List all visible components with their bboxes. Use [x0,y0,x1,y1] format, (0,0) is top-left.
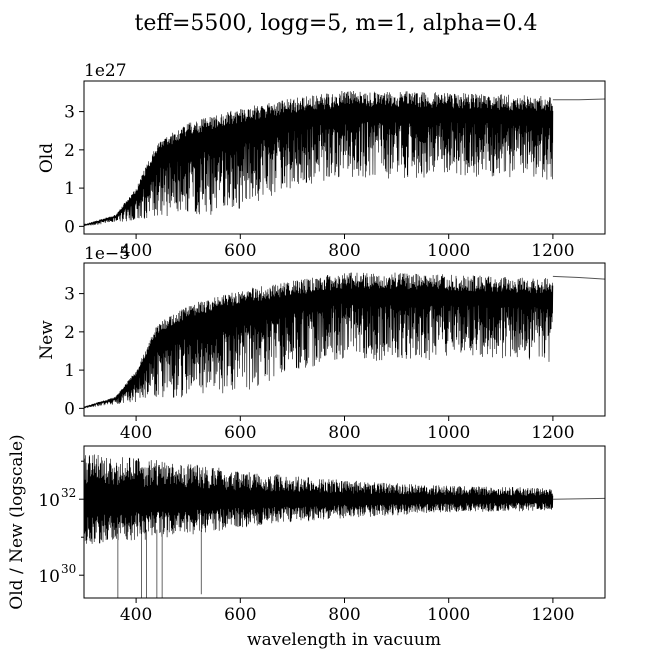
continuum-tail-line [552,98,605,101]
new-x-ticks: 400 600 800 1000 1200 [120,416,575,443]
x-tick-label: 1000 [427,423,470,443]
old-x-ticks: 400 600 800 1000 1200 [120,234,575,261]
y-tick-label: 10 [38,491,60,511]
old-y-label: Old [37,143,57,173]
x-tick-label: 600 [224,423,256,443]
new-offset-text: 1e−5 [84,244,130,264]
x-tick-label: 400 [120,605,152,625]
old-offset-text: 1e27 [84,61,127,81]
y-tick-exponent: 32 [61,486,76,500]
new-y-ticks: 0 1 2 3 [64,285,84,419]
y-tick-label: 1 [64,179,75,199]
y-tick-label: 0 [64,217,75,237]
x-tick-label: 1200 [531,605,574,625]
figure-title: teff=5500, logg=5, m=1, alpha=0.4 [135,11,538,36]
ratio-y-label: Old / New (logscale) [7,434,27,609]
x-tick-label: 1000 [427,241,470,261]
y-tick-label: 0 [64,399,75,419]
y-tick-label: 1 [64,361,75,381]
new-y-label: New [37,320,57,360]
spectrum-line [84,90,554,228]
new-panel: 400 600 800 1000 1200 0 1 2 3 1e−5 New [37,244,606,443]
x-tick-label: 800 [328,241,360,261]
x-tick-label: 600 [224,241,256,261]
old-y-ticks: 0 1 2 3 [64,103,84,237]
y-tick-label: 2 [64,323,75,343]
x-tick-label: 400 [120,423,152,443]
old-panel: 400 600 800 1000 1200 0 1 2 3 1e27 Old [37,61,606,261]
x-tick-label: 800 [328,423,360,443]
x-tick-label: 1200 [531,423,574,443]
x-tick-label: 600 [224,605,256,625]
y-tick-exponent: 30 [61,562,76,576]
ratio-x-ticks: 400 600 800 1000 1200 [120,598,575,625]
x-tick-label: 1000 [427,605,470,625]
continuum-tail-line [552,275,605,280]
ratio-plot-area [84,454,605,598]
new-plot-area [84,272,605,409]
x-tick-label: 1200 [531,241,574,261]
old-plot-area [84,90,605,228]
spectrum-line [84,272,554,409]
y-tick-label: 3 [64,285,75,305]
x-tick-label: 400 [120,241,152,261]
x-tick-label: 800 [328,605,360,625]
y-tick-label: 10 [38,567,60,587]
y-tick-label: 2 [64,141,75,161]
ratio-line [84,454,554,598]
continuum-tail-line [552,497,605,500]
x-axis-label: wavelength in vacuum [247,630,441,650]
y-tick-label: 3 [64,103,75,123]
